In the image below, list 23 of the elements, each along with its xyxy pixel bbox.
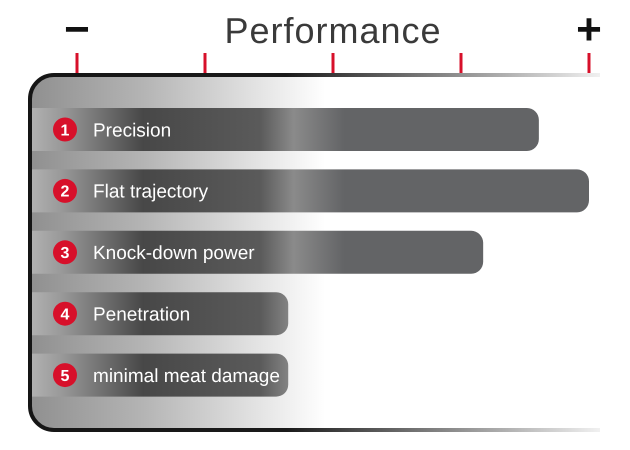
y-tick-label: Flat trajectory (93, 182, 209, 203)
number-badge: 2 (53, 178, 77, 203)
bar (32, 292, 288, 336)
annotation: 1 (60, 122, 70, 140)
y-tick-label: Knock-down power (93, 243, 256, 264)
annotation: 4 (60, 306, 70, 324)
y-tick-label: Precision (93, 120, 172, 142)
y-tick-label: minimal meat damage (93, 366, 280, 387)
bar (32, 230, 484, 274)
bar (32, 108, 539, 151)
y-tick-label: Penetration (93, 304, 190, 326)
text: + (576, 5, 602, 54)
bar (32, 354, 288, 397)
bar (32, 169, 589, 212)
annotation: 2 (60, 184, 70, 201)
number-badge: 4 (53, 302, 77, 326)
annotation: 5 (60, 368, 70, 385)
number-badge: 5 (53, 363, 77, 388)
text: − (64, 5, 90, 54)
number-badge: 1 (53, 118, 77, 142)
chart-title: Performance (224, 10, 442, 51)
annotation: 3 (60, 245, 70, 262)
number-badge: 3 (53, 240, 77, 264)
